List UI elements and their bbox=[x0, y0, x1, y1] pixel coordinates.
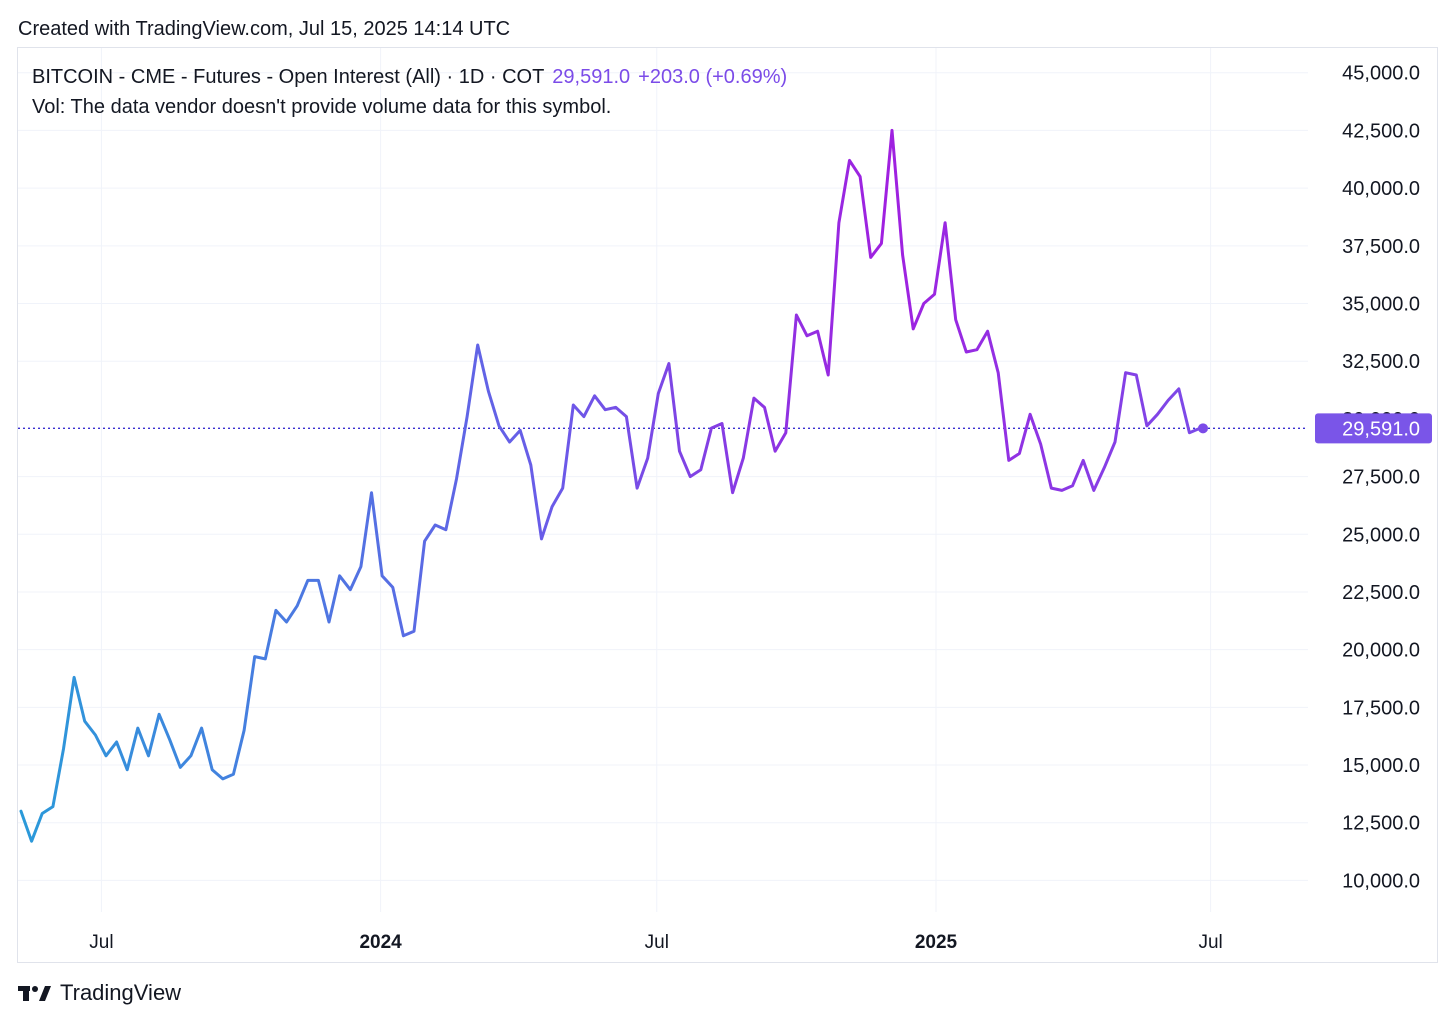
y-tick-label: 27,500.0 bbox=[1342, 467, 1420, 489]
grid-lines bbox=[18, 48, 1308, 912]
x-axis: Jul 2024 Jul 2025 Jul bbox=[89, 932, 1222, 953]
x-tick-label: Jul bbox=[645, 932, 669, 953]
legend-last-value: 29,591.0 bbox=[552, 66, 631, 88]
y-tick-label: 20,000.0 bbox=[1342, 640, 1420, 662]
series-line bbox=[19, 128, 1202, 843]
tradingview-logo-icon bbox=[18, 986, 51, 1001]
footer[interactable]: TradingView bbox=[18, 980, 181, 1006]
y-tick-label: 15,000.0 bbox=[1342, 755, 1420, 777]
x-tick-label: 2024 bbox=[359, 932, 402, 953]
y-tick-label: 22,500.0 bbox=[1342, 582, 1420, 604]
last-value-label: 29,591.0 bbox=[1315, 413, 1432, 444]
y-tick-label: 25,000.0 bbox=[1342, 524, 1420, 546]
x-tick-label: 2025 bbox=[915, 932, 958, 953]
y-tick-label: 10,000.0 bbox=[1342, 870, 1420, 892]
y-tick-label: 12,500.0 bbox=[1342, 813, 1420, 835]
legend-line: BITCOIN - CME - Futures - Open Interest … bbox=[32, 66, 787, 89]
created-with-text: Created with TradingView.com, Jul 15, 20… bbox=[18, 18, 511, 40]
y-tick-label: 40,000.0 bbox=[1342, 178, 1420, 200]
chart-pane[interactable] bbox=[17, 47, 1438, 963]
y-tick-label: 37,500.0 bbox=[1342, 236, 1420, 258]
last-value-label-text: 29,591.0 bbox=[1342, 418, 1420, 440]
volume-note: Vol: The data vendor doesn't provide vol… bbox=[32, 96, 612, 118]
y-tick-label: 45,000.0 bbox=[1342, 63, 1420, 85]
symbol-description: BITCOIN - CME - Futures - Open Interest … bbox=[32, 66, 545, 88]
x-tick-label: Jul bbox=[1198, 932, 1222, 953]
y-tick-label: 35,000.0 bbox=[1342, 294, 1420, 316]
x-tick-label: Jul bbox=[89, 932, 113, 953]
tradingview-brand: TradingView bbox=[60, 980, 182, 1005]
y-tick-label: 17,500.0 bbox=[1342, 697, 1420, 719]
y-tick-label: 42,500.0 bbox=[1342, 120, 1420, 142]
last-value-marker bbox=[1198, 423, 1208, 434]
y-axis: 10,000.0 12,500.0 15,000.0 17,500.0 20,000.0… bbox=[1342, 63, 1420, 893]
legend-change: +203.0 (+0.69%) bbox=[638, 66, 788, 88]
y-tick-label: 32,500.0 bbox=[1342, 351, 1420, 373]
